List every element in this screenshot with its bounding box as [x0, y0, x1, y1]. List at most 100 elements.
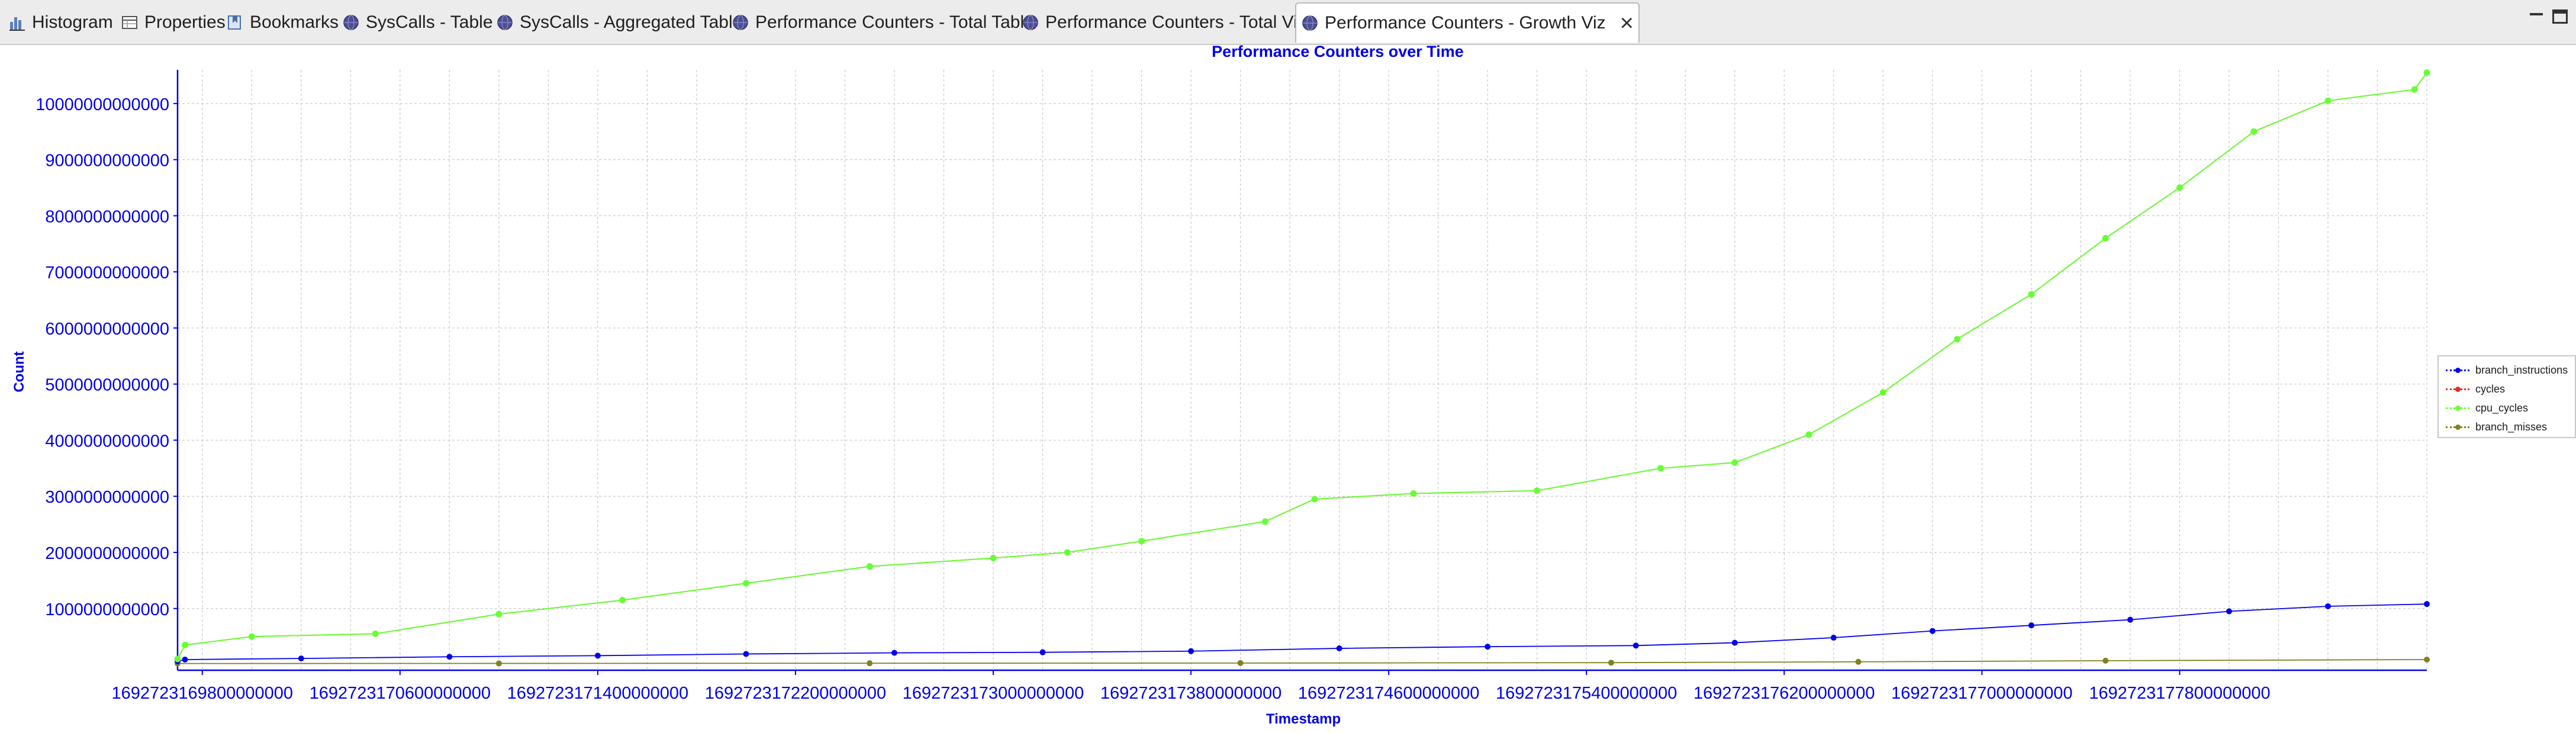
data-point	[1336, 645, 1342, 652]
data-point	[1188, 648, 1194, 654]
data-point	[1064, 549, 1071, 556]
data-point	[2324, 603, 2331, 609]
x-tick-label: 1692723175400000000	[1496, 684, 1677, 703]
series-line	[177, 72, 2427, 660]
data-point	[495, 660, 502, 667]
data-point	[2423, 69, 2430, 76]
data-point	[2324, 97, 2332, 104]
legend-item-cpu-cycles: cpu_cycles	[2439, 399, 2575, 418]
properties-table-icon	[121, 14, 139, 31]
x-tick-label: 1692723176200000000	[1693, 684, 1875, 703]
data-point	[446, 654, 453, 660]
legend-label: cycles	[2475, 383, 2506, 395]
globe-icon	[342, 14, 360, 31]
data-point	[2102, 657, 2109, 664]
data-point	[1485, 644, 1491, 650]
tab-bookmarks[interactable]: Bookmarks	[226, 2, 339, 43]
y-tick-label: 9000000000000	[45, 152, 169, 171]
x-tick-label: 1692723174600000000	[1298, 684, 1479, 703]
x-tick-label: 1692723172200000000	[705, 684, 886, 703]
data-point	[1039, 649, 1046, 655]
data-point	[1731, 639, 1738, 646]
x-tick-label: 1692723173800000000	[1100, 684, 1281, 703]
data-point	[2424, 656, 2430, 663]
data-point	[619, 597, 626, 604]
data-point	[182, 656, 188, 663]
chart-title: Performance Counters over Time	[1212, 43, 1464, 60]
series-branch-misses	[175, 656, 2430, 667]
x-tick-label: 1692723171400000000	[507, 684, 688, 703]
x-tick-label: 1692723177000000000	[1891, 684, 2072, 703]
data-point	[1805, 431, 1812, 438]
data-point	[743, 651, 749, 657]
data-point	[248, 633, 255, 640]
chart-legend: branch_instructions cycles cpu_cycles branc…	[2437, 355, 2576, 438]
data-point	[1954, 336, 1961, 343]
data-point	[2102, 234, 2109, 242]
data-point	[990, 554, 997, 561]
data-point	[742, 580, 749, 587]
tab-properties[interactable]: Properties	[121, 2, 226, 43]
tab-histogram[interactable]: Histogram	[8, 2, 113, 43]
series-line	[177, 72, 2427, 660]
data-point	[1138, 538, 1145, 545]
minimize-icon[interactable]	[2529, 9, 2544, 24]
data-point	[298, 655, 304, 662]
tab-syscalls-aggregated-table[interactable]: SysCalls - Aggregated Table	[496, 2, 742, 43]
data-point	[372, 630, 379, 637]
tab-label: Performance Counters - Total Viz	[1045, 12, 1306, 32]
tab-label: SysCalls - Table	[366, 12, 493, 32]
y-tick-label: 7000000000000	[45, 263, 169, 282]
maximize-icon[interactable]	[2552, 9, 2568, 24]
legend-label: cpu_cycles	[2475, 402, 2529, 414]
x-tick-label: 1692723173000000000	[903, 684, 1084, 703]
series-line	[177, 659, 2427, 664]
legend-marker	[2455, 425, 2461, 430]
y-tick-label: 1000000000000	[45, 600, 169, 619]
globe-icon	[732, 14, 749, 31]
globe-icon	[496, 14, 514, 31]
data-point	[1410, 490, 1417, 497]
globe-icon	[1301, 14, 1319, 32]
globe-icon	[1022, 14, 1039, 31]
legend-item-branch-instructions: branch_instructions	[2439, 361, 2575, 380]
data-point	[2424, 601, 2430, 607]
tab-performance-counters-total-viz[interactable]: Performance Counters - Total Viz	[1022, 2, 1306, 43]
data-point	[1929, 628, 1936, 634]
y-tick-label: 8000000000000	[45, 207, 169, 226]
series-line	[177, 603, 2427, 662]
data-point	[594, 652, 601, 659]
data-point	[1731, 459, 1738, 466]
data-point	[1534, 487, 1541, 494]
tab-syscalls-table[interactable]: SysCalls - Table	[342, 2, 493, 43]
y-tick-label: 6000000000000	[45, 320, 169, 339]
data-point	[891, 650, 897, 656]
data-point	[1261, 518, 1268, 525]
legend-marker	[2455, 368, 2461, 373]
data-point	[1830, 635, 1837, 641]
tab-performance-counters-growth-viz[interactable]: Performance Counters - Growth Viz ×	[1295, 2, 1640, 43]
data-point	[1879, 389, 1886, 396]
series-cycles	[175, 69, 2430, 663]
tab-performance-counters-total-table[interactable]: Performance Counters - Total Table	[732, 2, 1034, 43]
data-point	[495, 610, 503, 618]
x-tick-label: 1692723170600000000	[310, 684, 491, 703]
editor-tab-bar: Histogram Properties Bookmarks SysCalls - T…	[0, 0, 2576, 45]
data-point	[1657, 465, 1664, 472]
data-point	[2127, 616, 2133, 623]
data-point	[1632, 642, 1639, 649]
tab-label: Properties	[144, 12, 226, 32]
data-point	[2176, 184, 2183, 191]
data-point	[2250, 128, 2258, 135]
series-branch-instructions	[175, 601, 2430, 664]
data-point	[1855, 658, 1862, 665]
series-cpu-cycles	[174, 69, 2430, 663]
x-axis-label: Timestamp	[1266, 711, 1341, 727]
x-tick-label: 1692723169800000000	[112, 684, 293, 703]
data-point	[1237, 660, 1244, 666]
data-point	[2028, 291, 2035, 298]
close-icon[interactable]: ×	[1619, 10, 1634, 36]
data-point	[2226, 608, 2232, 615]
data-point	[867, 660, 873, 667]
legend-item-cycles: cycles	[2439, 380, 2575, 399]
